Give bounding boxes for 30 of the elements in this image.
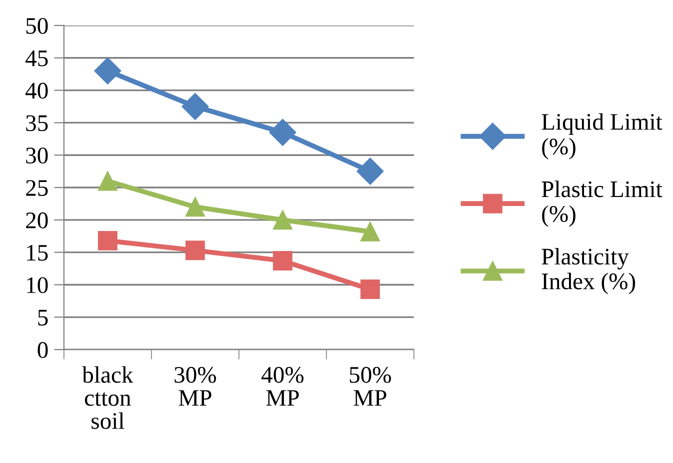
point — [272, 251, 292, 270]
legend-label: Plastic Limit (%) — [542, 180, 662, 227]
y-tick-label: 30 — [26, 148, 48, 164]
point — [98, 230, 118, 250]
y-tick-label: 35 — [26, 115, 48, 132]
y-tick-label: 40 — [26, 82, 48, 99]
y-tick-label: 45 — [26, 50, 48, 66]
x-tick-label: 50% MP — [350, 366, 391, 406]
legend-label: Liquid Limit (%) — [542, 113, 662, 160]
point — [182, 93, 209, 120]
point — [360, 222, 380, 242]
y-tick-label: 10 — [27, 277, 48, 294]
point — [185, 197, 205, 217]
point — [269, 118, 296, 146]
y-tick-label: 50 — [26, 18, 48, 34]
y-tick-label: 5 — [38, 310, 48, 326]
point — [272, 210, 292, 230]
x-tick-label: black ctton soil — [82, 366, 134, 429]
point — [360, 280, 380, 300]
legend-label: Plasticity Index (%) — [542, 248, 636, 294]
y-tick-label: 20 — [26, 212, 48, 228]
x-tick-label: 30% MP — [174, 366, 216, 406]
point — [185, 240, 205, 260]
y-tick-label: 25 — [26, 180, 48, 196]
y-tick-label: 0 — [38, 342, 48, 358]
y-tick-label: 15 — [27, 244, 48, 261]
point — [98, 171, 118, 191]
point — [356, 158, 384, 185]
point — [94, 57, 122, 84]
x-tick-label: 40% MP — [261, 366, 304, 406]
